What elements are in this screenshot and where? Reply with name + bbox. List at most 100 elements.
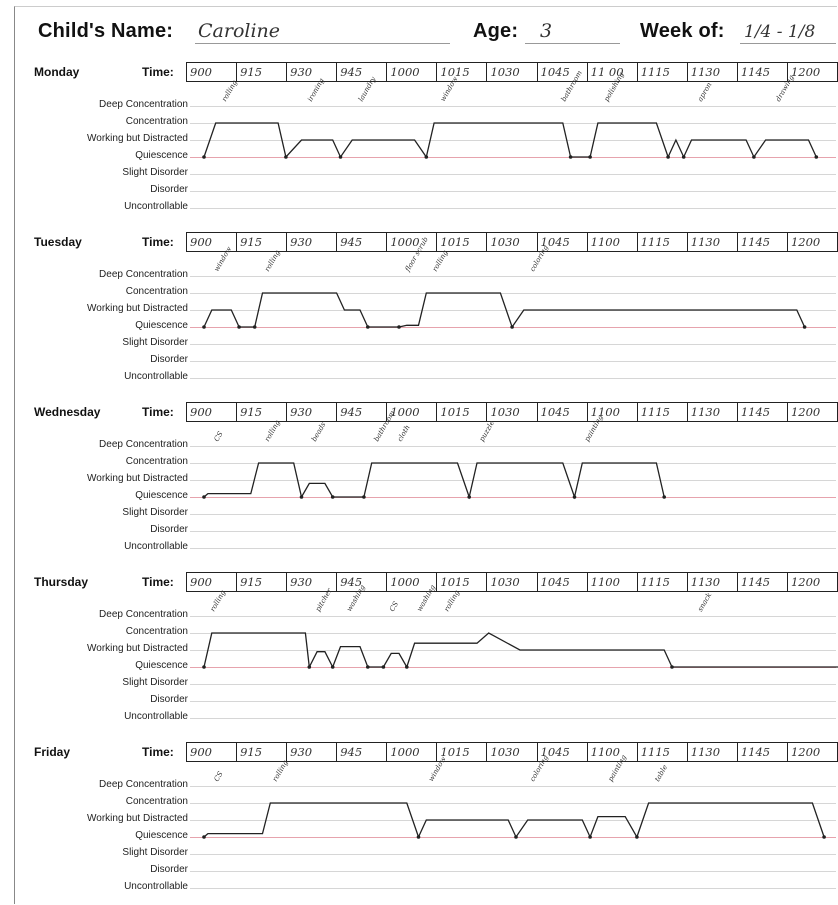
time-slot[interactable]: 1100: [588, 743, 638, 761]
time-slot[interactable]: 930: [287, 63, 338, 81]
time-slot[interactable]: 930: [287, 233, 338, 251]
level-label: Disorder: [150, 184, 188, 195]
time-slot[interactable]: 1115: [638, 233, 688, 251]
time-slot[interactable]: 1115: [638, 743, 688, 761]
level-label: Slight Disorder: [122, 167, 188, 178]
time-slot[interactable]: 1200: [790, 65, 821, 79]
time-slot[interactable]: 1045: [538, 403, 588, 421]
level-label: Uncontrollable: [124, 711, 188, 722]
time-slot[interactable]: 945: [337, 63, 388, 81]
trace-point: [284, 155, 288, 159]
trace-point: [252, 325, 257, 329]
time-slot[interactable]: 11 00: [588, 63, 638, 81]
trace-point: [202, 325, 206, 329]
trace-point: [467, 495, 472, 499]
time-slot[interactable]: 945: [337, 573, 388, 591]
activity-note: painting: [583, 413, 605, 443]
time-slot[interactable]: 900: [187, 63, 238, 81]
time-slot[interactable]: 1045: [538, 573, 588, 591]
child-name-value[interactable]: Caroline: [198, 20, 281, 42]
time-slot[interactable]: 945: [337, 403, 388, 421]
level-rule: [190, 106, 836, 107]
activity-note: rolling: [263, 248, 282, 273]
time-slot[interactable]: 1115: [638, 573, 688, 591]
level-label: Quiescence: [135, 830, 188, 841]
time-slot[interactable]: 1130: [688, 573, 738, 591]
time-slot[interactable]: 1145: [738, 233, 788, 251]
trace-point: [802, 325, 807, 329]
time-slot[interactable]: 1100: [588, 573, 638, 591]
child-name-underline: [195, 43, 450, 44]
activity-trace: CS rolling beads bathroom cloth puzzle paintin…: [202, 409, 666, 500]
time-slot[interactable]: 1145: [738, 573, 788, 591]
time-slot[interactable]: 1145: [738, 743, 788, 761]
time-slot[interactable]: 1000: [387, 63, 438, 81]
time-slot[interactable]: 915: [237, 573, 288, 591]
trace-line: [203, 122, 817, 159]
time-slot[interactable]: 1130: [688, 63, 738, 81]
activity-note: coloring: [529, 243, 551, 273]
time-slot[interactable]: 1200: [790, 745, 821, 759]
time-slot[interactable]: 900: [187, 403, 238, 421]
trace-line: [203, 462, 665, 500]
level-rule: [190, 140, 836, 141]
time-slot[interactable]: 1000: [387, 573, 438, 591]
week-of-value[interactable]: 1/4 - 1/8: [744, 22, 816, 42]
time-slot[interactable]: 1045: [538, 743, 588, 761]
time-slot[interactable]: 930: [287, 403, 338, 421]
time-slot[interactable]: 945: [337, 233, 388, 251]
time-slot[interactable]: 915: [237, 743, 288, 761]
time-slot[interactable]: 1115: [638, 63, 688, 81]
time-slot[interactable]: 1030: [487, 403, 538, 421]
time-slot[interactable]: 915: [237, 403, 288, 421]
trace-point: [681, 155, 686, 159]
time-slot[interactable]: 900: [187, 743, 238, 761]
age-value[interactable]: 3: [540, 20, 553, 42]
level-label: Concentration: [125, 116, 188, 127]
time-slot[interactable]: 945: [337, 743, 388, 761]
activity-note: apron: [696, 81, 714, 103]
time-slots: 900 915 930 945 1000 1015 1030 1045 1100 1115 1130…: [186, 742, 838, 762]
time-slot[interactable]: 1130: [688, 743, 738, 761]
time-slot[interactable]: 1030: [487, 233, 538, 251]
activity-trace: window rolling floor scrub rolling coloring: [202, 235, 807, 329]
time-slot[interactable]: 1200: [790, 405, 821, 419]
time-slot[interactable]: 1030: [487, 63, 538, 81]
time-slot[interactable]: 1000: [387, 403, 438, 421]
time-slot[interactable]: 1045: [538, 233, 588, 251]
time-slot[interactable]: 1045: [538, 63, 588, 81]
time-slot[interactable]: 930: [287, 573, 338, 591]
time-slot[interactable]: 915: [237, 233, 288, 251]
time-slot[interactable]: 1015: [437, 63, 488, 81]
level-rule: [190, 718, 836, 719]
time-slot[interactable]: 1115: [638, 403, 688, 421]
time-slot[interactable]: 1130: [688, 233, 738, 251]
time-slot[interactable]: 1100: [588, 233, 638, 251]
level-label: Slight Disorder: [122, 847, 188, 858]
time-slot[interactable]: 1145: [738, 403, 788, 421]
time-slot[interactable]: 1030: [487, 573, 538, 591]
time-slot[interactable]: 1100: [588, 403, 638, 421]
time-slot[interactable]: 915: [237, 63, 288, 81]
time-slot[interactable]: 1145: [738, 63, 788, 81]
time-slot[interactable]: 1200: [790, 575, 821, 589]
level-rule: [190, 157, 836, 158]
time-slot[interactable]: 900: [187, 233, 238, 251]
level-label: Slight Disorder: [122, 507, 188, 518]
time-slot[interactable]: 1000: [387, 233, 438, 251]
activity-trace: rolling ironing laundry window bathroom polis…: [202, 69, 819, 159]
time-slot[interactable]: 1015: [437, 233, 488, 251]
time-slot[interactable]: 930: [287, 743, 338, 761]
age-underline: [525, 43, 620, 44]
time-slot[interactable]: 1000: [387, 743, 438, 761]
time-slot[interactable]: 1015: [437, 573, 488, 591]
trace-line: [203, 292, 806, 329]
time-slot[interactable]: 1130: [688, 403, 738, 421]
time-slot[interactable]: 1015: [437, 743, 488, 761]
time-slot[interactable]: 1200: [790, 235, 821, 249]
time-slot[interactable]: 1015: [437, 403, 488, 421]
trace-point: [424, 155, 429, 159]
time-slot[interactable]: 900: [187, 573, 238, 591]
time-slot[interactable]: 1030: [487, 743, 538, 761]
level-label: Disorder: [150, 694, 188, 705]
